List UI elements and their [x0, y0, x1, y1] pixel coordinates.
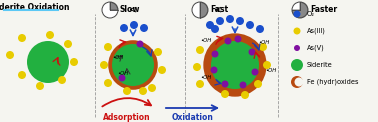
Circle shape [226, 15, 234, 23]
Circle shape [211, 25, 219, 33]
Text: Siderite: Siderite [307, 62, 333, 68]
Circle shape [104, 79, 112, 87]
Circle shape [123, 87, 131, 95]
Circle shape [148, 84, 156, 92]
Circle shape [192, 2, 208, 18]
Wedge shape [200, 2, 208, 18]
Text: •OH: •OH [258, 40, 269, 45]
Circle shape [221, 90, 229, 98]
Circle shape [241, 91, 249, 99]
Text: <: < [129, 5, 137, 15]
Text: •OH: •OH [200, 38, 211, 43]
Wedge shape [110, 2, 118, 10]
Circle shape [248, 49, 256, 56]
Text: O₂: O₂ [307, 11, 315, 17]
Text: Fast: Fast [210, 5, 228, 15]
Circle shape [196, 80, 204, 88]
Text: •OH: •OH [200, 75, 211, 80]
Circle shape [212, 51, 218, 57]
Circle shape [102, 2, 118, 18]
Circle shape [293, 10, 301, 17]
Circle shape [36, 82, 44, 90]
Circle shape [46, 31, 54, 39]
Circle shape [108, 40, 158, 90]
Circle shape [225, 37, 231, 45]
Circle shape [206, 21, 214, 29]
Text: As(III): As(III) [307, 28, 326, 34]
Text: Siderite Oxidation: Siderite Oxidation [0, 3, 69, 12]
Circle shape [193, 63, 201, 71]
Circle shape [136, 41, 144, 47]
Text: Slow: Slow [120, 5, 140, 15]
Circle shape [292, 2, 308, 18]
Circle shape [58, 76, 66, 84]
Text: <: < [214, 5, 222, 15]
Circle shape [211, 66, 217, 73]
Circle shape [130, 21, 138, 29]
Text: Adsorption: Adsorption [103, 113, 151, 122]
Text: Fe (hydr)oxides: Fe (hydr)oxides [307, 79, 358, 85]
Text: Faster: Faster [310, 5, 337, 15]
Circle shape [139, 87, 147, 95]
Circle shape [246, 21, 254, 29]
Circle shape [18, 71, 26, 79]
Circle shape [294, 45, 300, 51]
Circle shape [240, 81, 246, 88]
Circle shape [120, 24, 128, 32]
Circle shape [154, 48, 162, 56]
Circle shape [104, 43, 112, 51]
Circle shape [222, 81, 228, 87]
Circle shape [158, 66, 166, 74]
Circle shape [6, 51, 14, 59]
Circle shape [251, 68, 259, 76]
Circle shape [211, 41, 259, 89]
Wedge shape [293, 2, 308, 18]
Circle shape [203, 33, 267, 97]
Circle shape [216, 17, 224, 25]
Circle shape [118, 75, 125, 81]
Circle shape [254, 80, 262, 88]
Circle shape [293, 27, 301, 35]
Circle shape [294, 77, 304, 86]
Circle shape [291, 76, 303, 88]
Circle shape [18, 34, 26, 42]
Text: •OH: •OH [112, 55, 123, 60]
Circle shape [256, 25, 264, 33]
Circle shape [27, 41, 69, 83]
Circle shape [70, 58, 78, 66]
Circle shape [64, 40, 72, 48]
Text: Oxidation: Oxidation [172, 113, 214, 122]
Circle shape [112, 44, 154, 86]
Circle shape [100, 61, 108, 69]
Circle shape [196, 46, 204, 54]
Circle shape [236, 17, 244, 25]
Circle shape [259, 43, 267, 51]
Circle shape [234, 36, 242, 42]
Circle shape [291, 59, 303, 71]
Circle shape [263, 61, 271, 69]
Text: As(V): As(V) [307, 45, 325, 51]
Text: •OH: •OH [117, 71, 128, 76]
Circle shape [140, 24, 148, 32]
Text: •OH: •OH [265, 68, 276, 73]
